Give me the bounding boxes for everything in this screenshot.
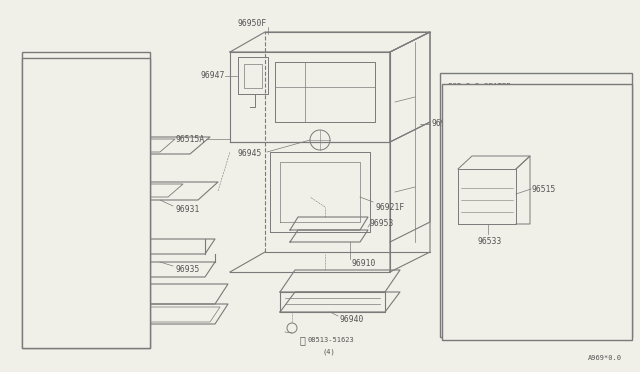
Text: FOR 2+2 SEATER: FOR 2+2 SEATER bbox=[450, 93, 513, 99]
Text: 96986: 96986 bbox=[95, 330, 120, 339]
Bar bbox=[442, 84, 632, 340]
Text: 96947: 96947 bbox=[200, 71, 225, 80]
Bar bbox=[22, 52, 150, 348]
Bar bbox=[244, 64, 262, 88]
Text: 96940: 96940 bbox=[340, 314, 364, 324]
Bar bbox=[22, 58, 150, 348]
Text: 96931: 96931 bbox=[175, 205, 200, 214]
Text: 96950F: 96950F bbox=[238, 19, 268, 29]
Text: 96960: 96960 bbox=[86, 112, 110, 122]
Text: 96533: 96533 bbox=[478, 237, 502, 247]
Text: 96910: 96910 bbox=[352, 260, 376, 269]
Text: 96935: 96935 bbox=[175, 264, 200, 273]
Text: 96515A: 96515A bbox=[176, 135, 205, 144]
Text: 96953: 96953 bbox=[370, 219, 394, 228]
Text: Ⓝ: Ⓝ bbox=[300, 335, 306, 345]
Text: 08513-51623: 08513-51623 bbox=[308, 337, 355, 343]
Text: 96945: 96945 bbox=[238, 150, 262, 158]
Text: 96515: 96515 bbox=[532, 185, 556, 193]
Text: 96533: 96533 bbox=[508, 244, 532, 253]
Text: 96921F: 96921F bbox=[375, 202, 404, 212]
Text: EXC.J: EXC.J bbox=[30, 65, 54, 74]
Text: (4): (4) bbox=[322, 349, 335, 355]
Text: EXC.J: EXC.J bbox=[28, 62, 52, 71]
Text: 96960: 96960 bbox=[58, 151, 82, 160]
Text: 96932: 96932 bbox=[24, 141, 48, 151]
Text: 96913: 96913 bbox=[432, 119, 456, 128]
Bar bbox=[440, 73, 632, 337]
Text: FOR 2+2 SEATER: FOR 2+2 SEATER bbox=[448, 83, 511, 89]
Text: A969*0.0: A969*0.0 bbox=[588, 355, 622, 361]
Text: 96515: 96515 bbox=[556, 189, 580, 198]
